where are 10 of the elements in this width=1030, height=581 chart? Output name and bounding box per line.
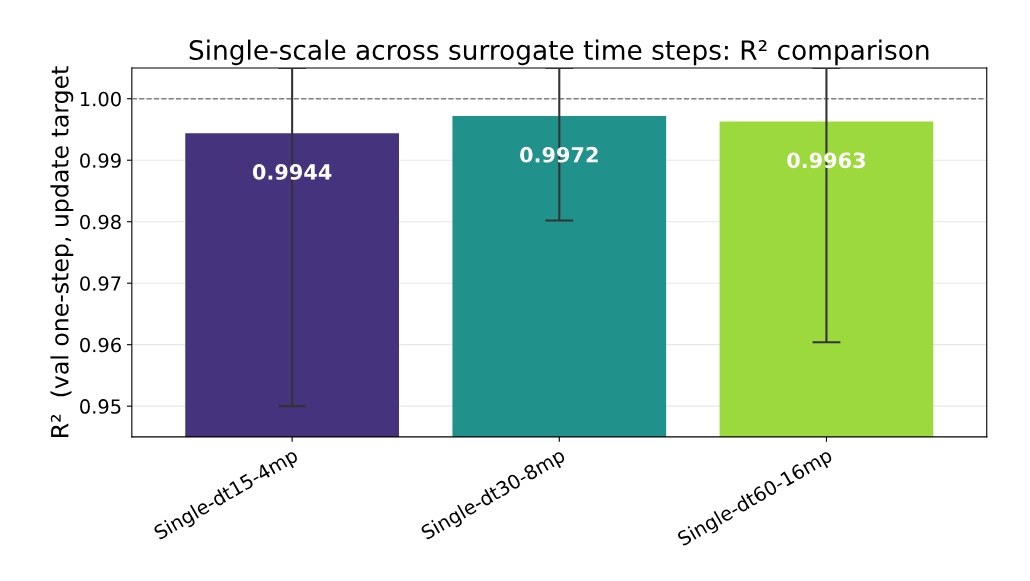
y-tick-label: 0.98 (80, 214, 121, 230)
y-tick-label: 0.99 (80, 153, 121, 168)
chart-title: Single-scale across surrogate time steps: R² comparison (189, 39, 929, 66)
y-tick-label: 0.97 (80, 276, 121, 291)
y-axis-title: R² (val one-step, update target (50, 66, 74, 437)
data-label: 0.9972 (520, 146, 598, 163)
data-label: 0.9944 (252, 164, 332, 180)
y-tick-label: 0.95 (80, 399, 121, 414)
y-tick-label: 1.00 (80, 91, 121, 107)
y-tick-label: 0.96 (80, 337, 121, 353)
